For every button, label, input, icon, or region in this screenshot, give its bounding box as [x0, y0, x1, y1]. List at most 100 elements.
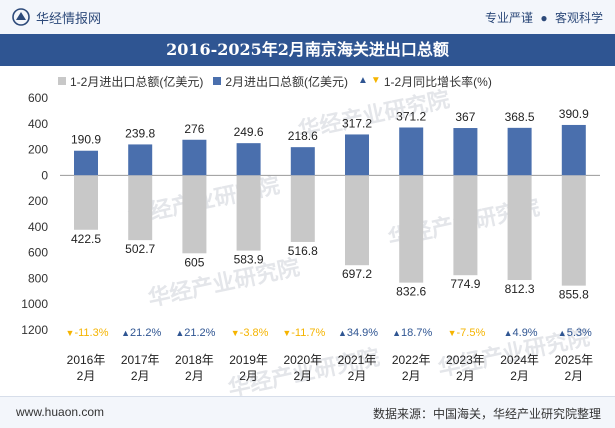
data-label-feb: 368.5: [505, 110, 535, 124]
x-tick-label-month: 2月: [456, 369, 475, 383]
data-label-feb: 249.6: [234, 125, 264, 139]
slogan: 专业严谨 ● 客观科学: [485, 9, 603, 26]
x-tick-label-month: 2月: [402, 369, 421, 383]
growth-value: -11.7%: [291, 327, 325, 339]
growth-row: ▼-11.3% ▲21.2% ▲21.2% ▼-3.8% ▼-11.7% ▲34.9% ▲1…: [66, 327, 592, 339]
growth-label: ▼-11.3%: [66, 327, 109, 339]
growth-up-triangle-icon: ▲: [175, 328, 184, 338]
data-labels: 190.9 422.5 239.8 502.7 276 605 249.6 583.9 218.…: [71, 107, 589, 302]
bars: [74, 124, 586, 286]
growth-down-triangle-icon: ▼: [282, 328, 291, 338]
data-label-jan-feb: 502.7: [125, 242, 155, 256]
bar-jan-feb: [290, 175, 315, 242]
x-tick-label-month: 2月: [239, 369, 258, 383]
bar-feb: [399, 127, 424, 176]
data-label-jan-feb: 422.5: [71, 232, 101, 246]
bar-feb: [236, 143, 261, 176]
data-label-feb: 218.6: [288, 129, 318, 143]
bar-feb: [182, 139, 207, 176]
growth-down-triangle-icon: ▼: [231, 328, 240, 338]
bar-jan-feb: [74, 175, 98, 230]
y-tick-label: 1000: [21, 297, 48, 311]
data-label-jan-feb: 855.8: [559, 288, 589, 302]
x-tick-label-month: 2月: [131, 369, 150, 383]
legend-swatch-feb: [213, 77, 222, 85]
website-link[interactable]: www.huaon.com: [16, 405, 105, 419]
growth-label: ▲5.3%: [558, 327, 592, 339]
bar-jan-feb: [128, 175, 153, 241]
data-label-feb: 190.9: [71, 133, 101, 147]
x-tick-label-year: 2024年: [500, 353, 539, 367]
slogan-dot-icon: ●: [540, 11, 548, 25]
data-label-feb: 276: [184, 122, 204, 136]
growth-value: -7.5%: [456, 327, 485, 339]
bar-jan-feb: [507, 175, 532, 281]
legend-item-jan-feb: 1-2月进出口总额(亿美元): [58, 73, 203, 90]
bar-feb: [128, 144, 153, 176]
y-tick-label: 400: [28, 117, 48, 131]
data-label-jan-feb: 583.9: [234, 253, 264, 267]
growth-label: ▼-3.8%: [231, 327, 269, 339]
growth-down-triangle-icon: ▼: [448, 328, 457, 338]
x-tick-label-month: 2月: [293, 369, 312, 383]
data-label-jan-feb: 605: [184, 255, 204, 269]
data-label-jan-feb: 774.9: [450, 277, 480, 291]
bar-feb: [561, 124, 586, 176]
x-tick-label-year: 2020年: [283, 353, 322, 367]
y-tick-label: 600: [28, 246, 48, 260]
brand: 华经情报网: [12, 8, 101, 26]
growth-label: ▼-7.5%: [448, 327, 486, 339]
y-tick-label: 200: [28, 194, 48, 208]
title-bar: 2016-2025年2月南京海关进出口总额: [0, 34, 615, 66]
watermark-text: 华经产业研究院: [296, 86, 452, 142]
x-axis: 2016年 2月 2017年 2月 2018年 2月 2019年 2月 2020年 2月 2021年…: [67, 353, 594, 383]
bar-feb: [74, 150, 98, 176]
data-label-feb: 239.8: [125, 126, 155, 140]
bar-jan-feb: [236, 175, 261, 251]
slogan-right: 客观科学: [554, 11, 603, 25]
bar-feb: [345, 134, 369, 176]
x-tick-label-year: 2018年: [175, 353, 214, 367]
chart-plot: 华经产业研究院华经产业研究院华经产业研究院华经产业研究院华经产业研究院华经产业研…: [21, 86, 600, 396]
legend-label-growth: 1-2月同比增长率(%): [383, 74, 492, 89]
brand-name: 华经情报网: [36, 10, 102, 26]
y-tick-label: 600: [28, 91, 48, 105]
data-label-jan-feb: 697.2: [342, 267, 372, 281]
growth-label: ▲4.9%: [504, 327, 538, 339]
footer: www.huaon.com 数据来源：中国海关，华经产业研究院整理: [0, 396, 615, 428]
watermark-text: 华经产业研究院: [146, 254, 302, 310]
growth-label: ▲21.2%: [175, 327, 215, 339]
x-tick-label-month: 2月: [510, 369, 529, 383]
growth-up-triangle-icon: ▲: [392, 328, 401, 338]
data-label-jan-feb: 832.6: [396, 285, 426, 299]
chart-legend: 1-2月进出口总额(亿美元) 2月进出口总额(亿美元) ▲ ▼ 1-2月同比增长…: [58, 71, 502, 91]
growth-value: 21.2%: [130, 327, 161, 339]
legend-item-growth: ▲ ▼ 1-2月同比增长率(%): [358, 73, 492, 90]
x-tick-label-year: 2025年: [554, 353, 593, 367]
y-tick-label: 0: [41, 168, 48, 182]
bar-jan-feb: [561, 175, 586, 286]
data-label-feb: 317.2: [342, 116, 372, 130]
chart-title: 2016-2025年2月南京海关进出口总额: [166, 40, 449, 59]
legend-label-feb: 2月进出口总额(亿美元): [225, 74, 349, 89]
bar-feb: [290, 147, 315, 176]
bar-jan-feb: [182, 175, 207, 254]
brand-logo-icon: [12, 8, 30, 26]
growth-value: 18.7%: [401, 327, 432, 339]
legend-down-triangle-icon: ▼: [370, 75, 381, 86]
growth-up-triangle-icon: ▲: [504, 328, 513, 338]
x-tick-label-year: 2022年: [392, 353, 431, 367]
bar-jan-feb: [345, 175, 369, 266]
x-tick-label-year: 2016年: [67, 353, 106, 367]
growth-label: ▲34.9%: [338, 327, 378, 339]
bar-feb: [507, 127, 532, 176]
growth-label: ▲18.7%: [392, 327, 432, 339]
x-tick-label-month: 2月: [185, 369, 204, 383]
x-tick-label-year: 2021年: [338, 353, 377, 367]
growth-value: 4.9%: [513, 327, 538, 339]
y-tick-label: 800: [28, 271, 48, 285]
x-tick-label-month: 2月: [564, 369, 583, 383]
legend-swatch-jan-feb: [58, 77, 66, 85]
growth-value: 21.2%: [184, 327, 215, 339]
legend-label-jan-feb: 1-2月进出口总额(亿美元): [70, 74, 204, 89]
